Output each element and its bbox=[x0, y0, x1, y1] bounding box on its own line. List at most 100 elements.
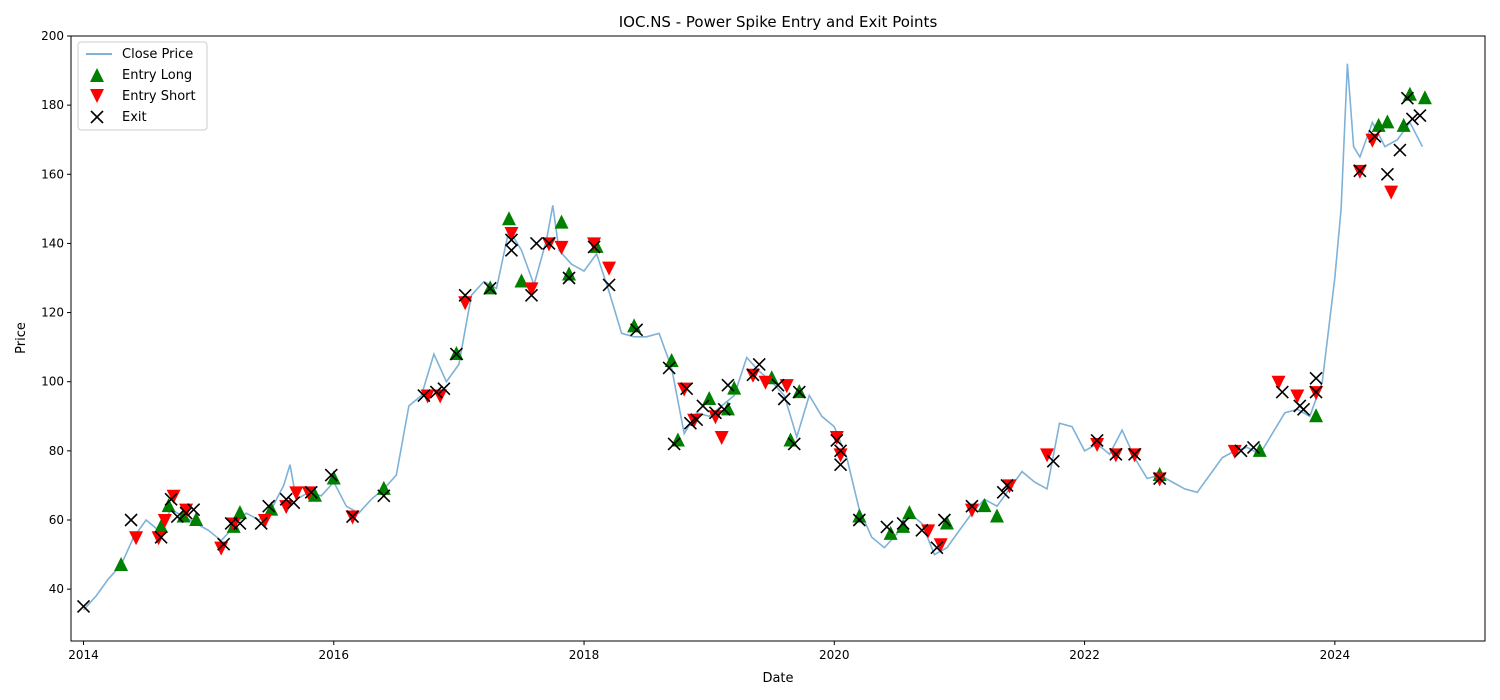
exit-marker bbox=[937, 513, 951, 527]
entry-short-marker bbox=[504, 227, 519, 242]
exit-marker bbox=[721, 378, 735, 392]
exit-marker bbox=[777, 392, 791, 406]
exit-marker bbox=[1246, 440, 1261, 454]
y-tick-label: 40 bbox=[49, 582, 64, 596]
y-axis-ticks: 40 60 80 100 120 140 160 180 200 bbox=[41, 29, 71, 596]
exit-marker bbox=[170, 509, 184, 524]
entry-long-marker bbox=[232, 505, 247, 520]
y-tick-label: 140 bbox=[41, 236, 64, 250]
close-price-line bbox=[82, 63, 1424, 611]
exit-marker bbox=[787, 437, 801, 451]
chart-title: IOC.NS - Power Spike Entry and Exit Poin… bbox=[619, 13, 938, 31]
entry-long-marker bbox=[883, 525, 898, 540]
x-tick-label: 2024 bbox=[1320, 648, 1351, 662]
entry-long-marker bbox=[989, 508, 1004, 523]
exit-marker bbox=[287, 496, 301, 510]
y-tick-label: 80 bbox=[49, 444, 64, 458]
exit-marker bbox=[1275, 385, 1289, 399]
exit-marker bbox=[880, 520, 894, 534]
exit-marker bbox=[1109, 447, 1123, 461]
entry-long-marker bbox=[852, 508, 867, 523]
entry-short-marker bbox=[151, 531, 166, 546]
entry-long-marker bbox=[896, 518, 911, 533]
y-tick-label: 180 bbox=[41, 98, 64, 112]
exit-marker bbox=[304, 485, 318, 499]
legend-entry-short: Entry Short bbox=[122, 89, 196, 104]
exit-marker bbox=[602, 278, 616, 292]
exit-marker bbox=[417, 388, 431, 403]
entry-short-marker bbox=[829, 431, 844, 446]
entry-short-marker bbox=[677, 382, 692, 397]
exit-marker bbox=[217, 537, 231, 551]
exit-marker bbox=[1234, 444, 1248, 458]
exit-marker bbox=[696, 399, 710, 413]
exit-marker bbox=[542, 236, 556, 250]
exit-marker bbox=[683, 416, 697, 430]
entry-long-marker bbox=[702, 391, 717, 405]
y-tick-label: 120 bbox=[41, 306, 64, 320]
entry-short-marker bbox=[157, 514, 172, 528]
exit-marker bbox=[830, 433, 844, 448]
entry-short-marker bbox=[179, 503, 194, 518]
exit-marker bbox=[965, 499, 979, 513]
exit-marker bbox=[233, 516, 247, 531]
close-price-layer bbox=[82, 63, 1424, 611]
exit-marker bbox=[1413, 108, 1427, 123]
entry-long-marker bbox=[1309, 408, 1324, 423]
exit-marker bbox=[154, 530, 168, 544]
exit-marker bbox=[324, 468, 338, 482]
exit-marker bbox=[437, 382, 451, 396]
exit-marker bbox=[1309, 371, 1323, 385]
exit-marker bbox=[377, 489, 391, 503]
exit-marker bbox=[449, 347, 463, 361]
legend-exit-icon bbox=[90, 110, 104, 124]
exit-marker bbox=[279, 492, 293, 506]
exit-marker bbox=[1393, 143, 1407, 157]
plot-area bbox=[71, 36, 1485, 641]
exit-marker bbox=[792, 385, 806, 399]
exit-marker bbox=[504, 243, 519, 257]
entry-long-marker bbox=[514, 273, 529, 288]
exit-marker bbox=[717, 402, 731, 416]
entry-long-marker bbox=[562, 266, 577, 281]
exit-marker bbox=[752, 357, 766, 371]
exit-marker bbox=[587, 240, 601, 254]
entry-long-marker bbox=[189, 512, 204, 526]
exit-marker bbox=[1296, 402, 1311, 416]
legend: Close Price Entry Long Entry Short Exit bbox=[77, 41, 208, 131]
exit-marker bbox=[1400, 91, 1414, 105]
entry-short-marker bbox=[524, 282, 539, 297]
exit-marker bbox=[483, 281, 497, 295]
exit-marker bbox=[1153, 471, 1167, 486]
entry-long-marker bbox=[720, 401, 735, 416]
x-axis-label: Date bbox=[762, 671, 793, 686]
exit-marker bbox=[1090, 433, 1104, 448]
exit-marker bbox=[1000, 478, 1014, 492]
entry-short-marker bbox=[714, 431, 729, 446]
entry-short-marker bbox=[1090, 437, 1105, 452]
entry-short-marker bbox=[257, 514, 272, 528]
y-tick-label: 160 bbox=[41, 167, 64, 181]
exit-marker bbox=[708, 406, 722, 420]
exit-marker bbox=[667, 437, 681, 451]
exit-marker bbox=[458, 288, 472, 302]
exit-marker bbox=[76, 599, 91, 613]
entry-short-marker bbox=[964, 503, 979, 518]
exit-marker bbox=[164, 492, 178, 506]
legend-box bbox=[77, 41, 208, 131]
exit-marker bbox=[262, 499, 276, 513]
legend-entry-long: Entry Long bbox=[122, 68, 192, 83]
legend-entry-long-icon bbox=[90, 68, 104, 82]
exit-marker bbox=[1368, 129, 1382, 143]
exit-marker bbox=[1128, 447, 1142, 461]
exit-marker bbox=[1380, 167, 1394, 181]
exit-marker bbox=[746, 368, 760, 382]
entry-long-marker bbox=[1396, 117, 1411, 132]
exit-marker bbox=[915, 523, 929, 537]
entry-short-marker bbox=[687, 413, 702, 428]
entry-long-marker bbox=[1417, 90, 1432, 105]
exit-marker bbox=[345, 509, 360, 524]
entry-long-marker bbox=[1380, 114, 1395, 129]
entry-short-marker bbox=[129, 531, 144, 546]
